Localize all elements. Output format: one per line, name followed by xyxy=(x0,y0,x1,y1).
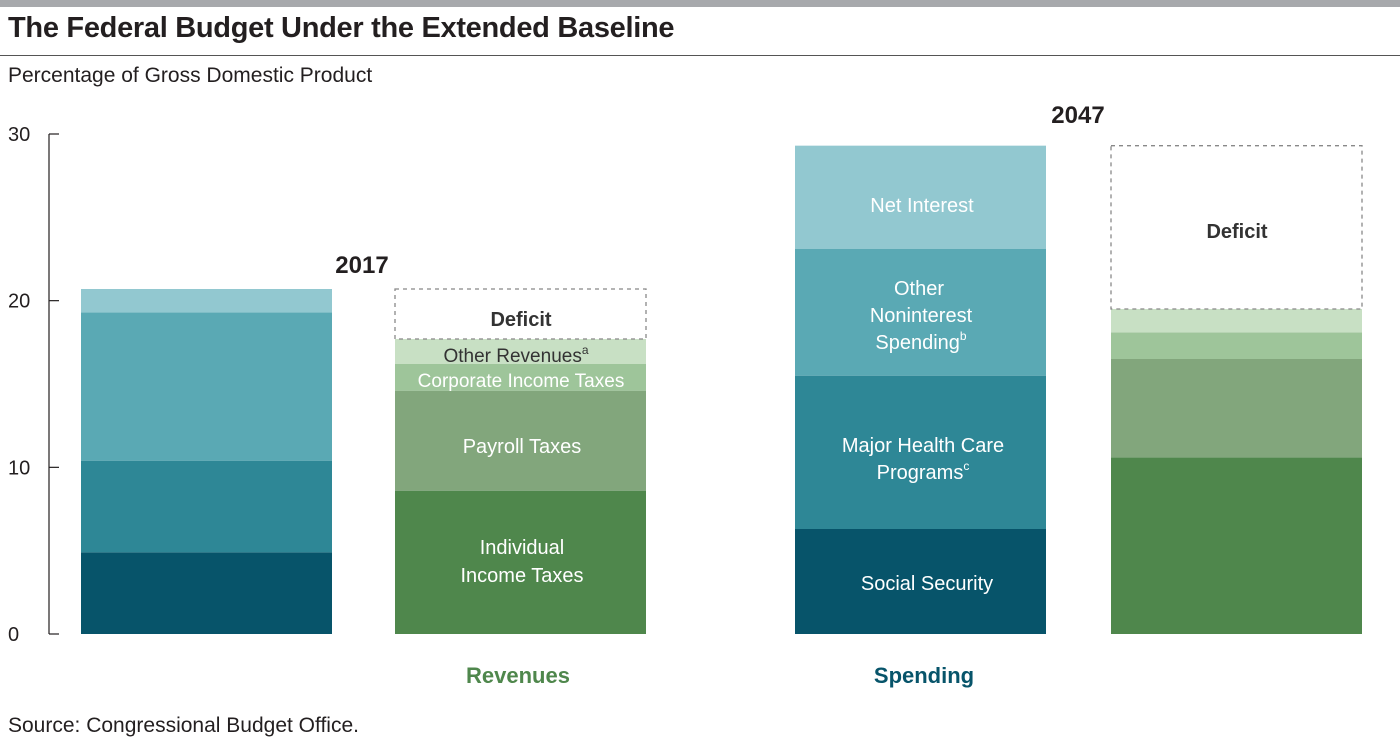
major-health-label-line1: Major Health Care xyxy=(842,435,1004,457)
bar-spending-2017-other-noninterest-spending xyxy=(81,312,332,461)
bar-revenues-2047-corporate-income-taxes xyxy=(1111,332,1362,359)
bars xyxy=(81,145,1363,634)
net-interest-label: Net Interest xyxy=(870,195,974,217)
other-revenues-label: Other Revenuesa xyxy=(443,343,588,367)
title-rule xyxy=(0,55,1400,56)
bar-revenues-2017-individual-income-taxes xyxy=(395,490,646,634)
y-ticks: 0 10 20 30 xyxy=(8,124,59,646)
individual-taxes-label-line2: Income Taxes xyxy=(460,565,583,587)
y-tick-label: 20 xyxy=(8,291,30,313)
bar-revenues-2047-individual-income-taxes xyxy=(1111,457,1362,634)
individual-taxes-label-line1: Individual xyxy=(480,537,565,559)
y-tick-label: 30 xyxy=(8,124,30,146)
other-noninterest-label-line1: Other xyxy=(894,278,944,300)
bar-spending-2047-major-health-care-programs xyxy=(795,375,1046,529)
bar-revenues-2047-other-revenues xyxy=(1111,309,1362,333)
y-tick-label: 0 xyxy=(8,624,19,646)
source-note: Source: Congressional Budget Office. xyxy=(8,714,359,737)
chart-title: The Federal Budget Under the Extended Ba… xyxy=(8,12,675,44)
bar-revenues-2047-payroll-taxes xyxy=(1111,359,1362,458)
bar-revenues-2017-payroll-taxes xyxy=(395,390,646,491)
y-tick-label: 10 xyxy=(8,457,30,479)
bar-spending-2017-net-interest xyxy=(81,289,332,313)
bar-revenues-2017-other-revenues xyxy=(395,339,646,364)
deficit-2017-label: Deficit xyxy=(490,309,551,331)
revenues-axis-label: Revenues xyxy=(466,663,570,688)
bar-spending-2017-major-health-care-programs xyxy=(81,460,332,553)
bar-spending-2047-social-security xyxy=(795,529,1046,634)
year-label-2047: 2047 xyxy=(1051,102,1104,129)
other-noninterest-label-line2: Noninterest xyxy=(870,305,973,327)
bar-spending-2017-social-security xyxy=(81,552,332,634)
spending-axis-label: Spending xyxy=(874,663,974,688)
other-noninterest-label-line3: Spendingb xyxy=(875,329,967,354)
chart-subtitle: Percentage of Gross Domestic Product xyxy=(8,64,373,87)
bar-deficit-2017 xyxy=(394,288,647,340)
deficit-2047-label: Deficit xyxy=(1206,221,1267,243)
bar-deficit-2047 xyxy=(1110,145,1363,310)
bar-spending-2047-net-interest xyxy=(795,145,1046,249)
major-health-label-line2: Programsc xyxy=(877,459,970,484)
bar-spending-2047-other-noninterest-spending xyxy=(795,249,1046,376)
payroll-taxes-label: Payroll Taxes xyxy=(463,436,582,458)
top-rule xyxy=(0,0,1400,7)
year-label-2017: 2017 xyxy=(335,252,388,279)
social-security-label: Social Security xyxy=(861,573,993,595)
corporate-taxes-label: Corporate Income Taxes xyxy=(418,371,625,392)
bar-revenues-2017-corporate-income-taxes xyxy=(395,364,646,391)
